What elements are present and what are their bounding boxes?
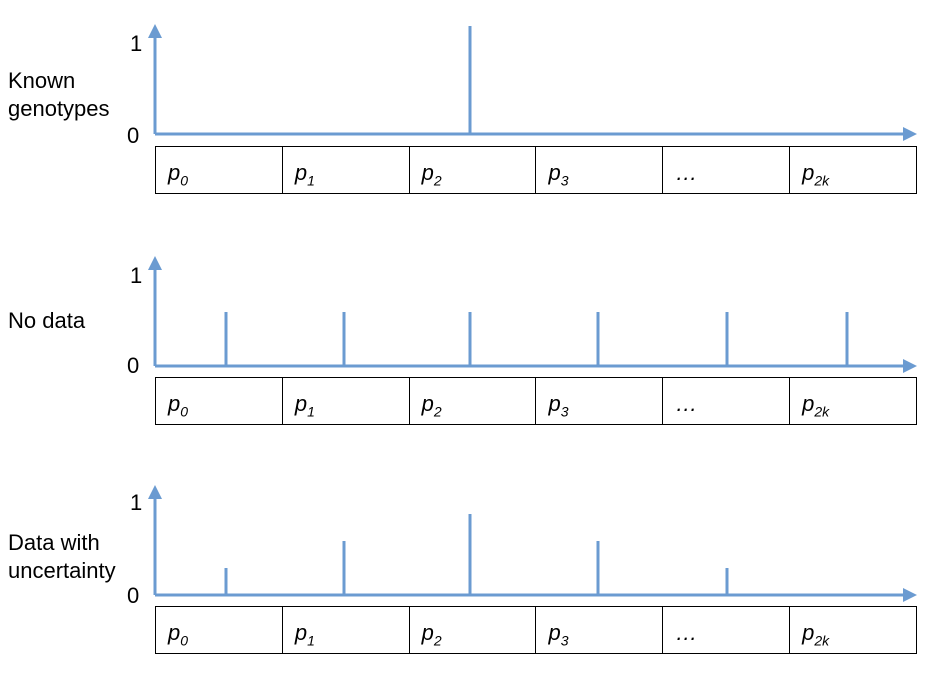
x-axis-arrowhead [903, 359, 917, 373]
y-axis-arrowhead [148, 24, 162, 38]
bin-cell: p1 [281, 146, 410, 194]
panel-label-line: No data [8, 308, 86, 333]
x-axis-arrowhead [903, 588, 917, 602]
panel-label-line: genotypes [8, 96, 110, 121]
y-max-label: 1 [130, 31, 143, 56]
y-min-label: 0 [127, 123, 140, 148]
bin-cell: p0 [155, 146, 283, 194]
bin-row: p0 p1 p2 p3 … p2k [155, 146, 917, 194]
axes [148, 485, 917, 602]
bin-cell: … [662, 606, 791, 654]
bin-cell: p3 [535, 377, 664, 425]
bin-cell: p2k [789, 146, 917, 194]
x-axis-arrowhead [903, 127, 917, 141]
panel-label-line: Known [8, 68, 76, 93]
y-min-label: 0 [127, 583, 140, 608]
bin-cell: p0 [155, 606, 283, 654]
y-min-label: 0 [127, 353, 140, 378]
bin-row: p0 p1 p2 p3 … p2k [155, 377, 917, 425]
panel-label-line: uncertainty [8, 558, 116, 583]
bin-cell: p2k [789, 377, 917, 425]
bin-cell: p2 [408, 377, 537, 425]
bin-cell: p1 [281, 606, 410, 654]
y-max-label: 1 [130, 490, 143, 515]
panel-label: Known genotypes [8, 67, 110, 123]
bin-cell: p2 [408, 606, 537, 654]
bin-cell: p1 [281, 377, 410, 425]
bin-cell: p2 [408, 146, 537, 194]
axes [148, 256, 917, 373]
bin-cell: … [662, 377, 791, 425]
y-axis-arrowhead [148, 485, 162, 499]
panel-label: No data [8, 307, 85, 335]
axes [148, 24, 917, 141]
bin-cell: p2k [789, 606, 917, 654]
bin-cell: p3 [535, 606, 664, 654]
panel-label-line: Data with [8, 530, 100, 555]
bin-cell: … [662, 146, 791, 194]
bin-row: p0 p1 p2 p3 … p2k [155, 606, 917, 654]
panel-label: Data with uncertainty [8, 529, 116, 585]
y-max-label: 1 [130, 263, 143, 288]
bin-cell: p3 [535, 146, 664, 194]
y-axis-arrowhead [148, 256, 162, 270]
